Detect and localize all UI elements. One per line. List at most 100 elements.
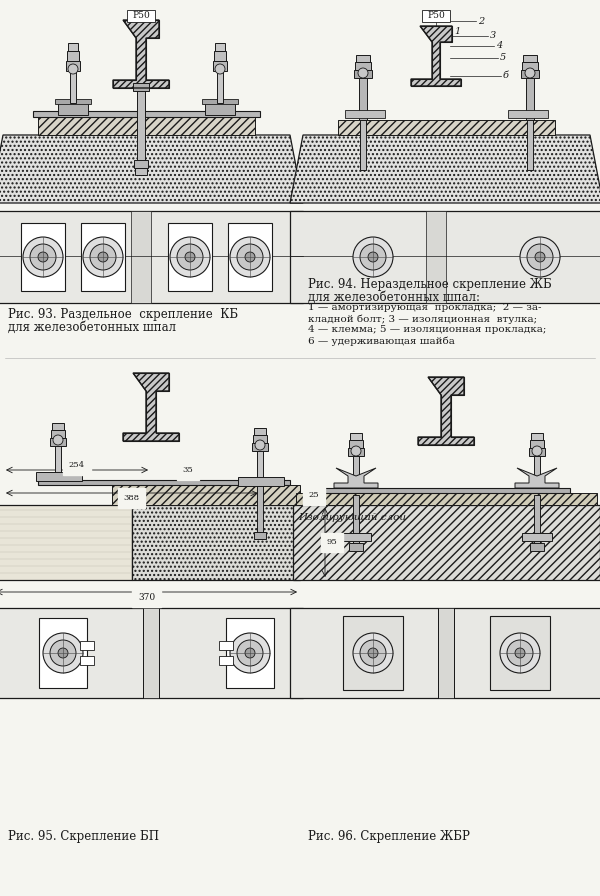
Bar — [38, 480, 290, 485]
Bar — [252, 443, 268, 451]
Bar — [253, 435, 267, 443]
Bar — [67, 51, 79, 61]
Bar — [508, 110, 548, 118]
Bar — [254, 532, 266, 539]
Polygon shape — [515, 468, 559, 488]
Bar — [70, 71, 76, 103]
Bar — [81, 223, 125, 291]
Circle shape — [358, 68, 368, 78]
Circle shape — [532, 446, 542, 456]
Text: 1 — амортизирующая  прокладка;  2 — за-: 1 — амортизирующая прокладка; 2 — за- — [308, 303, 542, 312]
Bar — [290, 211, 600, 303]
Bar — [135, 168, 147, 175]
Bar — [219, 641, 233, 650]
Bar — [66, 61, 80, 71]
Text: 3: 3 — [490, 31, 496, 40]
Text: 388: 388 — [124, 494, 140, 502]
Bar — [38, 117, 255, 135]
Circle shape — [368, 648, 378, 658]
Bar — [341, 533, 371, 541]
Bar — [349, 440, 363, 448]
Circle shape — [507, 640, 533, 666]
Circle shape — [360, 244, 386, 270]
Text: кладной болт; 3 — изоляционная  втулка;: кладной болт; 3 — изоляционная втулка; — [308, 314, 537, 323]
Circle shape — [30, 244, 56, 270]
Bar — [355, 62, 371, 70]
Circle shape — [230, 237, 270, 277]
Bar — [343, 616, 403, 690]
Bar — [205, 103, 235, 115]
Text: 254: 254 — [69, 461, 85, 469]
Circle shape — [23, 237, 63, 277]
Bar — [522, 62, 538, 70]
Text: для железобетонных шпал:: для железобетонных шпал: — [308, 291, 480, 304]
Bar — [534, 495, 540, 545]
Bar — [534, 453, 540, 488]
Bar — [36, 472, 82, 481]
Circle shape — [237, 640, 263, 666]
Text: Рис. 93. Раздельное  скрепление  КБ: Рис. 93. Раздельное скрепление КБ — [8, 308, 238, 321]
Polygon shape — [293, 505, 600, 580]
Text: б: б — [503, 72, 509, 81]
Bar — [345, 110, 385, 118]
Circle shape — [255, 440, 265, 450]
Bar — [33, 111, 260, 117]
Circle shape — [53, 435, 63, 445]
Circle shape — [98, 252, 108, 262]
Bar — [55, 442, 61, 480]
Polygon shape — [132, 505, 300, 580]
Bar — [338, 120, 555, 135]
Bar — [0, 211, 303, 303]
Circle shape — [527, 244, 553, 270]
Polygon shape — [418, 377, 474, 445]
Bar — [39, 618, 87, 688]
Circle shape — [535, 252, 545, 262]
Bar — [530, 440, 544, 448]
Text: 370: 370 — [138, 592, 155, 601]
Bar — [353, 495, 359, 545]
Text: для железобетонных шпал: для железобетонных шпал — [8, 321, 176, 334]
Bar — [422, 10, 450, 22]
Text: 4: 4 — [496, 41, 502, 50]
Bar — [290, 608, 600, 698]
Polygon shape — [113, 20, 169, 88]
Bar — [131, 211, 151, 303]
Text: 1: 1 — [454, 27, 460, 36]
Bar — [202, 99, 238, 104]
Bar — [254, 428, 266, 435]
Bar — [217, 71, 223, 103]
Bar — [50, 438, 66, 446]
Circle shape — [83, 237, 123, 277]
Bar — [529, 448, 545, 456]
Bar — [0, 608, 303, 698]
Bar — [68, 43, 78, 51]
Bar — [238, 477, 284, 486]
Bar — [228, 223, 272, 291]
Circle shape — [525, 68, 535, 78]
Circle shape — [43, 633, 83, 673]
Bar — [143, 608, 159, 698]
Polygon shape — [290, 135, 600, 203]
Circle shape — [351, 446, 361, 456]
Bar — [527, 120, 533, 170]
Text: 95: 95 — [326, 538, 337, 547]
Circle shape — [177, 244, 203, 270]
Text: Рис. 96. Скрепление ЖБР: Рис. 96. Скрепление ЖБР — [308, 830, 470, 843]
Bar — [52, 423, 64, 430]
Bar — [112, 485, 300, 505]
Bar — [133, 83, 149, 91]
Bar — [137, 88, 145, 175]
Circle shape — [360, 640, 386, 666]
Bar — [55, 99, 91, 104]
Text: Р50: Р50 — [427, 11, 445, 20]
Circle shape — [237, 244, 263, 270]
Polygon shape — [0, 505, 132, 580]
Text: 6 — удерживающая шайба: 6 — удерживающая шайба — [308, 336, 455, 346]
Circle shape — [58, 648, 68, 658]
Circle shape — [50, 640, 76, 666]
Circle shape — [353, 237, 393, 277]
Bar — [521, 70, 539, 78]
Polygon shape — [0, 135, 303, 203]
Circle shape — [230, 633, 270, 673]
Circle shape — [68, 64, 78, 74]
